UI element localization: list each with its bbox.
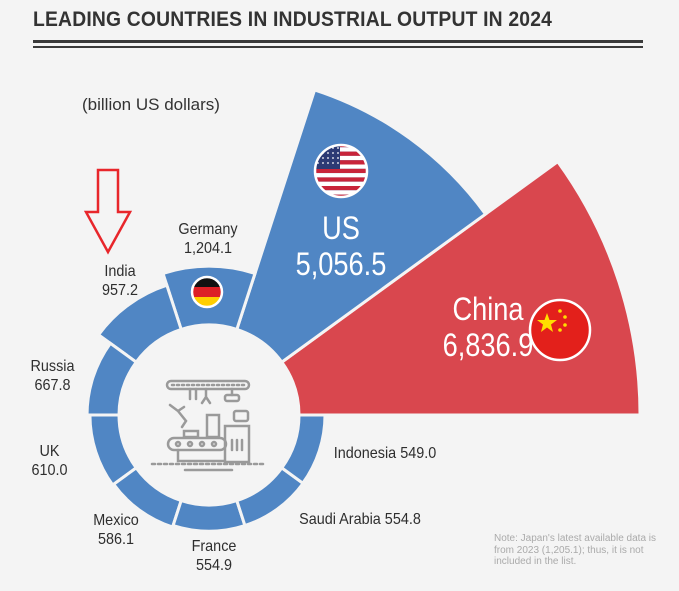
segment-indonesia	[279, 413, 327, 486]
value-label: 6,836.9	[442, 327, 534, 363]
category-label: Saudi Arabia	[299, 511, 381, 528]
segment-russia	[85, 341, 139, 417]
segment-mexico	[111, 465, 184, 529]
label-india: India 957.2	[84, 262, 156, 300]
category-label: Indonesia	[333, 445, 397, 462]
value-label: 1,204.1	[183, 240, 233, 257]
value-label: 586.1	[97, 531, 135, 548]
red-arrow-annotation	[83, 168, 133, 255]
value-label: 610.0	[31, 462, 68, 479]
value-label: 5,056.5	[295, 246, 387, 282]
label-france: France 554.9	[178, 537, 250, 575]
title-rule-bottom	[33, 46, 643, 48]
value-label: 554.9	[195, 557, 233, 574]
label-germany: Germany 1,204.1	[172, 220, 244, 258]
segment-india	[96, 283, 184, 365]
chart-subtitle: (billion US dollars)	[82, 95, 220, 114]
germany-flag-icon	[190, 275, 224, 309]
category-label: US	[322, 210, 360, 246]
category-label: China	[452, 291, 524, 327]
factory-robot-assembly-line-icon	[150, 379, 266, 472]
label-uk: UK 610.0	[16, 442, 84, 480]
label-saudi-arabia: Saudi Arabia 554.8	[288, 510, 432, 529]
title-rule-top	[33, 40, 643, 43]
label-china: China 6,836.9	[429, 291, 548, 363]
value-label: 957.2	[101, 282, 139, 299]
value-label: 549.0	[400, 445, 437, 462]
label-indonesia: Indonesia 549.0	[327, 444, 444, 463]
footnote: Note: Japan's latest available data is f…	[494, 533, 657, 567]
value-label: 667.8	[34, 377, 71, 394]
category-label: UK	[39, 443, 60, 460]
category-label: Germany	[178, 221, 238, 238]
category-label: India	[104, 263, 136, 280]
label-us: US 5,056.5	[286, 210, 397, 282]
label-mexico: Mexico 586.1	[80, 511, 152, 549]
chart-title: LEADING COUNTRIES IN INDUSTRIAL OUTPUT I…	[33, 8, 553, 31]
category-label: France	[191, 538, 237, 555]
category-label: Mexico	[93, 512, 139, 529]
segment-france	[171, 498, 247, 533]
segment-us	[234, 88, 488, 365]
label-russia: Russia 667.8	[19, 357, 87, 395]
value-label: 554.8	[384, 511, 421, 528]
china-flag-icon	[528, 298, 592, 362]
category-label: Russia	[30, 358, 75, 375]
us-flag-icon	[313, 143, 369, 199]
